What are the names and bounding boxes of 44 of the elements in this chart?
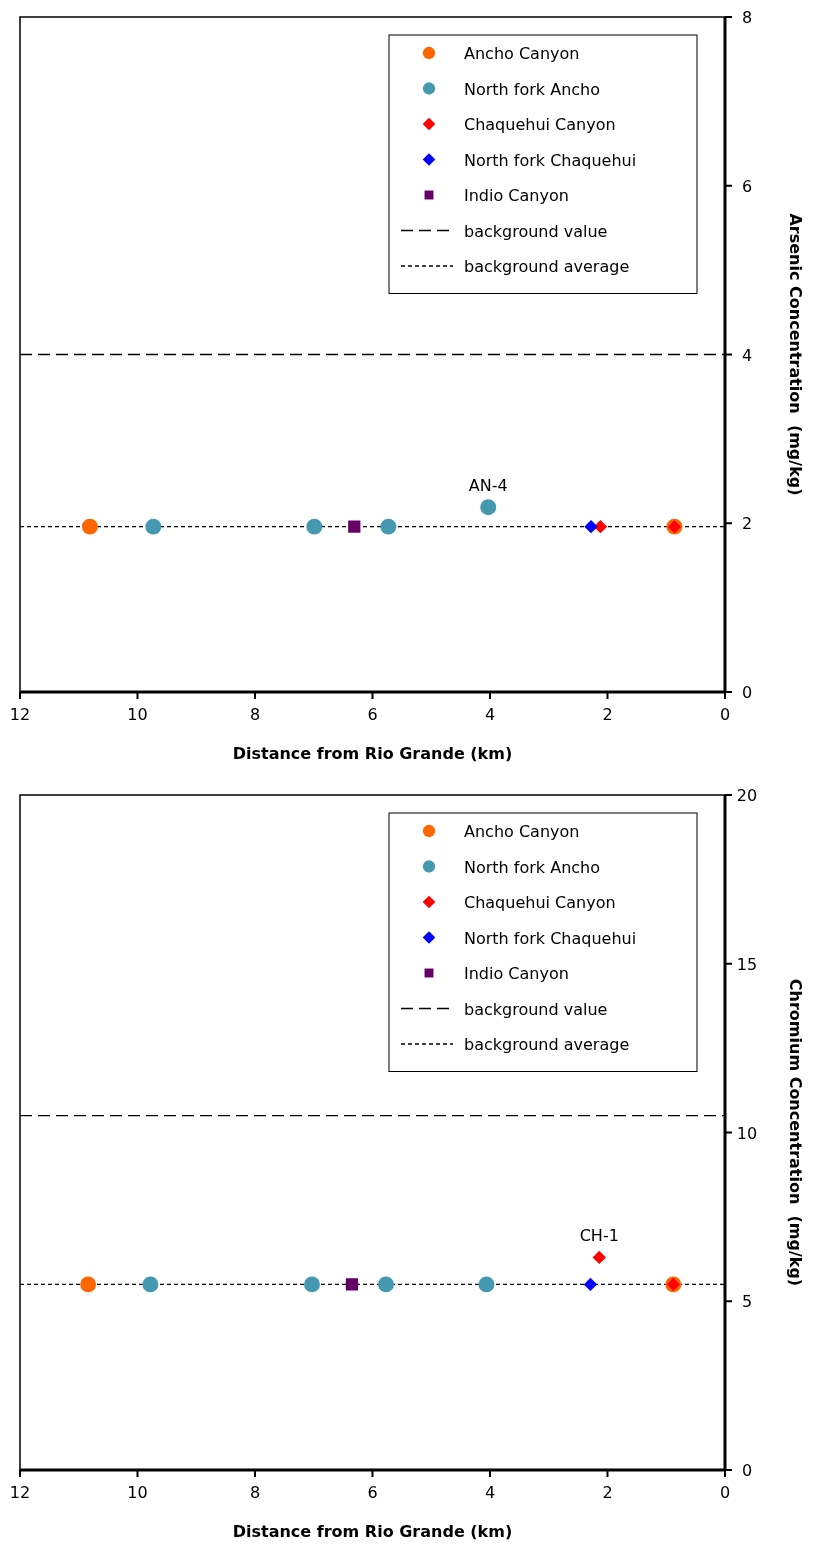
legend-label: North fork Chaquehui [464, 928, 637, 948]
legend-label: background average [464, 257, 630, 276]
legend-label: North fork Ancho [464, 857, 600, 877]
x-axis-title: Distance from Rio Grande (km) [232, 1522, 513, 1541]
x-tick-label: 12 [9, 1483, 31, 1502]
x-tick-label: 0 [719, 705, 731, 724]
y-tick-label: 8 [741, 8, 753, 27]
y-tick-label: 20 [736, 786, 758, 805]
x-tick-label: 0 [719, 1483, 731, 1502]
y-tick-label: 10 [736, 1123, 758, 1143]
legend-label: Chaquehui Canyon [464, 115, 616, 134]
y-tick-label: 2 [741, 514, 753, 534]
x-tick-label: 8 [249, 1483, 261, 1502]
x-tick-label: 2 [602, 1483, 613, 1502]
x-tick-label: 10 [127, 1483, 148, 1502]
y-axis-title: Chromium Concentration (mg/kg) [786, 978, 805, 1287]
legend-label: North fork Chaquehui [464, 150, 637, 170]
x-tick-label: 10 [127, 705, 148, 724]
x-tick-label: 2 [602, 705, 613, 724]
legend-label: Indio Canyon [464, 964, 569, 983]
y-tick-label: 5 [741, 1292, 753, 1312]
legend-label: Chaquehui Canyon [464, 893, 616, 912]
legend-label: background average [464, 1035, 630, 1054]
y-tick-label: 4 [741, 345, 753, 365]
x-tick-label: 4 [484, 1483, 496, 1502]
x-tick-label: 6 [367, 705, 378, 724]
x-tick-label: 8 [249, 705, 261, 724]
legend-label: Indio Canyon [464, 186, 569, 205]
legend-label: background value [464, 999, 608, 1019]
legend-label: background value [464, 221, 608, 241]
legend-label: Ancho Canyon [464, 822, 580, 841]
legend-label: North fork Ancho [464, 79, 600, 99]
y-tick-label: 0 [741, 683, 753, 702]
annotation: CH-1 [579, 1226, 619, 1246]
y-tick-label: 0 [741, 1461, 753, 1480]
y-axis-title: Arsenic Concentration (mg/kg) [786, 213, 805, 496]
x-tick-label: 4 [484, 705, 496, 724]
legend-label: Ancho Canyon [464, 44, 580, 63]
annotation: AN-4 [468, 476, 508, 496]
x-axis-title: Distance from Rio Grande (km) [232, 744, 513, 763]
x-tick-label: 6 [367, 1483, 378, 1502]
y-tick-label: 15 [736, 954, 758, 974]
x-tick-label: 12 [9, 705, 31, 724]
y-tick-label: 6 [741, 176, 753, 196]
